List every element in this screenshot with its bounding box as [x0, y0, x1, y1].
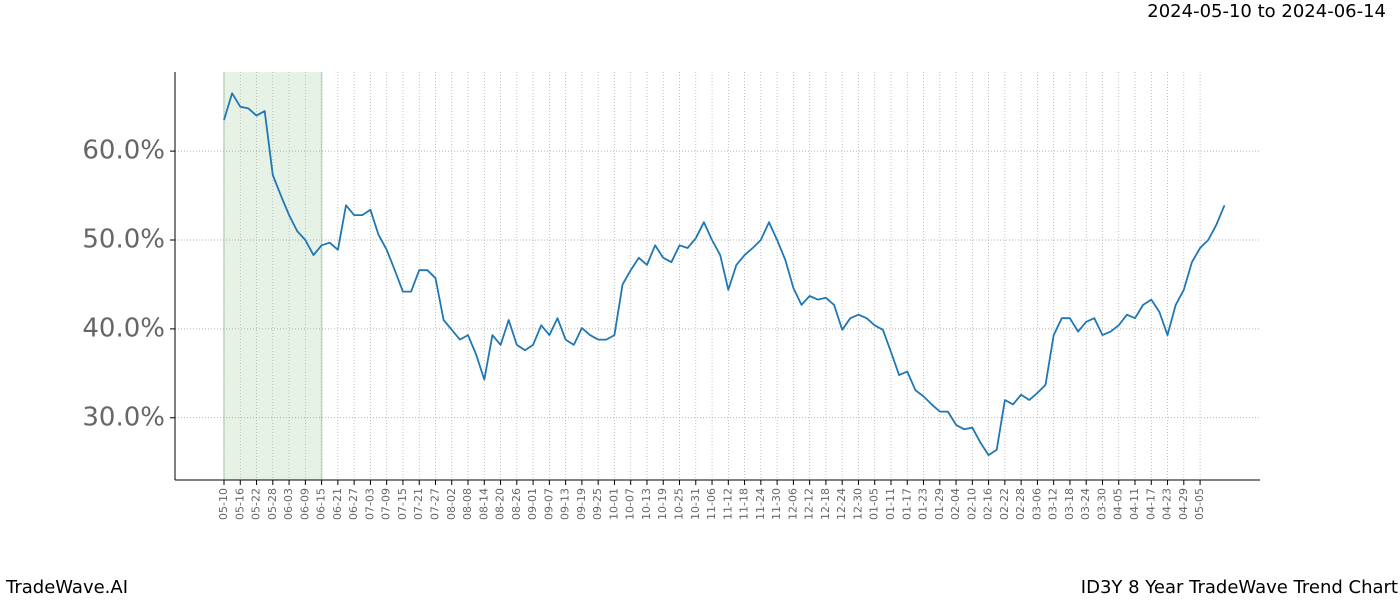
x-tick-label: 05-22	[250, 488, 263, 520]
x-tick-label: 09-25	[591, 488, 604, 520]
x-tick-label: 04-05	[1112, 488, 1125, 520]
x-tick-label: 04-17	[1144, 488, 1157, 520]
x-tick-label: 02-10	[965, 488, 978, 520]
x-tick-label: 01-17	[900, 488, 913, 520]
x-tick-label: 11-12	[721, 488, 734, 520]
x-tick-label: 07-03	[363, 488, 376, 520]
x-tick-label: 03-06	[1030, 488, 1043, 520]
y-tick-label: 30.0%	[82, 402, 165, 432]
x-tick-label: 12-06	[786, 488, 799, 520]
y-tick-label: 60.0%	[82, 136, 165, 166]
x-tick-label: 01-05	[868, 488, 881, 520]
x-tick-label: 03-24	[1079, 488, 1092, 520]
x-tick-label: 12-12	[803, 488, 816, 520]
x-tick-label: 08-14	[477, 488, 490, 520]
x-tick-label: 08-02	[445, 488, 458, 520]
x-tick-label: 08-26	[510, 488, 523, 520]
x-tick-label: 05-28	[266, 488, 279, 520]
y-tick-label: 40.0%	[82, 313, 165, 343]
x-tick-label: 02-04	[949, 488, 962, 520]
x-tick-label: 05-05	[1193, 488, 1206, 520]
x-tick-label: 03-30	[1095, 488, 1108, 520]
x-tick-label: 12-18	[819, 488, 832, 520]
x-tick-label: 03-18	[1063, 488, 1076, 520]
y-tick-label: 50.0%	[82, 225, 165, 255]
x-tick-label: 10-19	[656, 488, 669, 520]
x-tick-label: 09-13	[559, 488, 572, 520]
x-tick-label: 07-21	[412, 488, 425, 520]
x-tick-label: 04-23	[1161, 488, 1174, 520]
x-tick-label: 09-19	[575, 488, 588, 520]
x-tick-label: 09-07	[542, 488, 555, 520]
x-tick-label: 06-21	[331, 488, 344, 520]
x-tick-label: 10-07	[624, 488, 637, 520]
x-tick-label: 09-01	[526, 488, 539, 520]
x-tick-label: 04-11	[1128, 488, 1141, 520]
x-tick-label: 11-24	[754, 488, 767, 520]
x-tick-label: 12-24	[835, 488, 848, 520]
x-tick-label: 05-16	[233, 488, 246, 520]
x-tick-label: 11-18	[738, 488, 751, 520]
x-tick-label: 10-13	[640, 488, 653, 520]
x-tick-label: 07-09	[380, 488, 393, 520]
x-tick-label: 08-20	[494, 488, 507, 520]
x-tick-label: 08-08	[461, 488, 474, 520]
x-tick-label: 01-23	[917, 488, 930, 520]
x-tick-label: 11-06	[705, 488, 718, 520]
x-tick-label: 04-29	[1177, 488, 1190, 520]
x-tick-label: 07-27	[428, 488, 441, 520]
x-tick-label: 01-11	[884, 488, 897, 520]
x-tick-label: 10-31	[689, 488, 702, 520]
x-tick-label: 02-16	[982, 488, 995, 520]
trend-line	[223, 92, 1226, 456]
x-tick-label: 01-29	[933, 488, 946, 520]
x-tick-label: 10-25	[673, 488, 686, 520]
x-tick-label: 02-22	[998, 488, 1011, 520]
x-tick-label: 06-15	[315, 488, 328, 520]
x-tick-label: 05-10	[217, 488, 230, 520]
x-tick-label: 06-09	[298, 488, 311, 520]
date-range: 2024-05-10 to 2024-06-14	[1147, 1, 1386, 22]
x-tick-label: 11-30	[770, 488, 783, 520]
brand: TradeWave.AI	[5, 577, 128, 598]
x-tick-label: 02-28	[1014, 488, 1027, 520]
x-tick-label: 06-03	[282, 488, 295, 520]
chart-name: ID3Y 8 Year TradeWave Trend Chart	[1081, 577, 1398, 598]
x-tick-label: 03-12	[1047, 488, 1060, 520]
x-tick-label: 12-30	[851, 488, 864, 520]
x-tick-label: 10-01	[607, 488, 620, 520]
x-tick-label: 07-15	[396, 488, 409, 520]
x-tick-label: 06-27	[347, 488, 360, 520]
